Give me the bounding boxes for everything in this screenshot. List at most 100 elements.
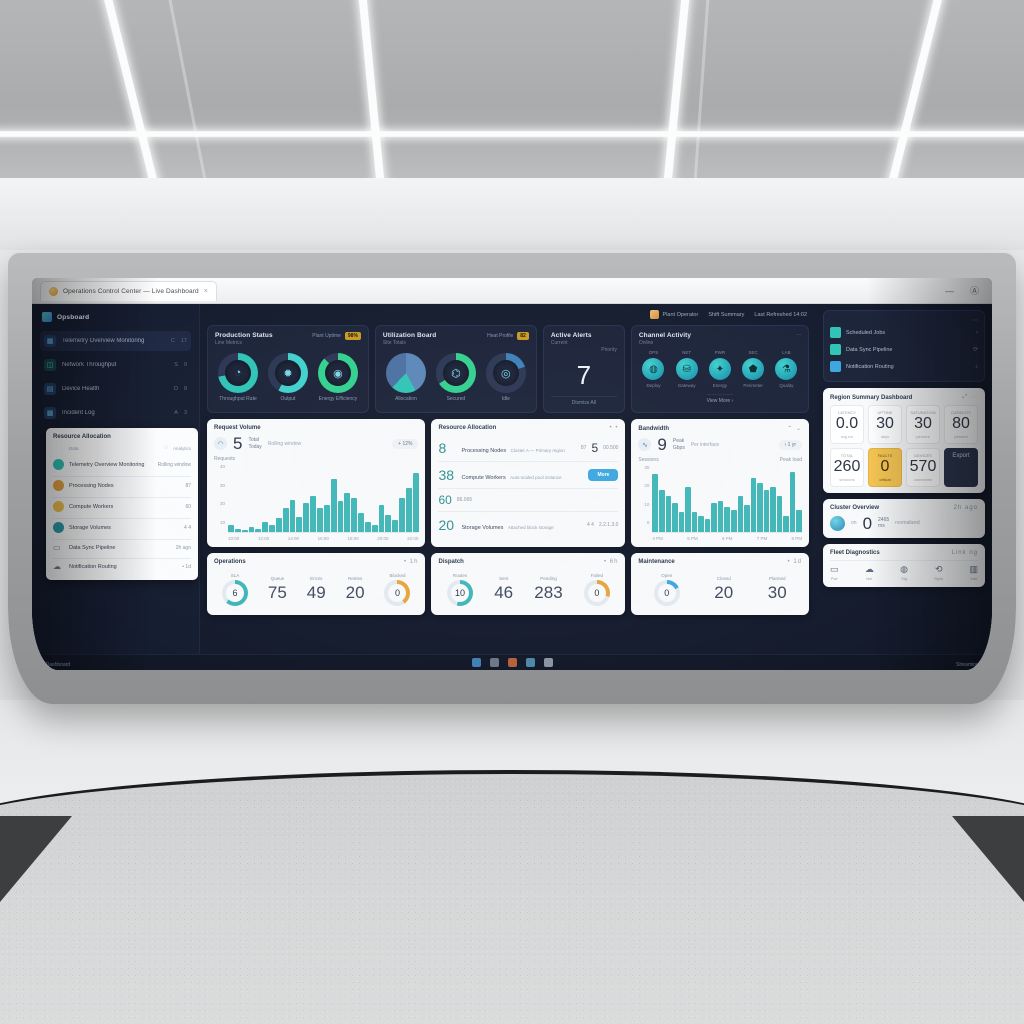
table-row[interactable]: 20 Storage Volumes Attached block storag… xyxy=(438,511,619,538)
status-right-label: Streaming xyxy=(956,662,979,668)
x-tick: 5 PM xyxy=(687,536,698,541)
row-meta: 87 xyxy=(580,445,587,451)
member-chip[interactable]: LAB ⚗ Quality xyxy=(775,350,798,388)
chevron-icon[interactable]: › xyxy=(976,329,978,336)
sidebar-item-device-health[interactable]: ▤ Device Health O 8 xyxy=(40,379,191,399)
folder-icon[interactable] xyxy=(543,658,553,667)
sort-icon[interactable]: ◌ xyxy=(164,445,168,451)
x-tick: 4 PM xyxy=(652,536,663,541)
member-caption: Gateway xyxy=(677,383,696,388)
sidebar-item-incident-log[interactable]: ▩ Incident Log A 3 xyxy=(40,403,191,423)
refresh-icon[interactable]: ⟳ xyxy=(972,347,978,353)
dispatch-gauge-card: Dispatch • 6h Routes 10 xyxy=(431,553,626,615)
more-button[interactable]: More xyxy=(588,469,619,481)
dismiss-all-button[interactable]: Dismiss All xyxy=(550,396,617,406)
rail-item[interactable]: Scheduled Jobs › xyxy=(830,324,978,341)
time-tag[interactable]: • 6h xyxy=(603,559,619,565)
gauge-caption: Open xyxy=(661,572,673,578)
status-dot-icon xyxy=(53,522,64,533)
bar xyxy=(358,513,364,532)
expand-icon[interactable]: ⤢ xyxy=(962,394,969,400)
card-title: Channel Activity xyxy=(638,332,692,339)
rail-item[interactable]: Notification Routing ♪ xyxy=(830,358,978,375)
member-chip[interactable]: OPS ◍ Deploy xyxy=(642,350,665,388)
sidebar-item-network[interactable]: ◫ Network Throughput S 9 xyxy=(40,355,191,375)
view-more-button[interactable]: View More › xyxy=(706,394,734,404)
terminal-icon[interactable] xyxy=(507,658,517,667)
user-chip[interactable]: Plant Operator xyxy=(649,310,698,319)
status-value: 0 xyxy=(862,513,873,533)
browser-icon[interactable] xyxy=(471,658,481,667)
row-value-sub: 00.500 xyxy=(603,445,619,451)
list-item[interactable]: ▭ Data Sync Pipeline 2h ago xyxy=(53,539,191,555)
account-icon[interactable]: Ⓐ xyxy=(969,286,979,296)
request-volume-chart: Requests 40 30 20 10 xyxy=(214,456,419,541)
bar xyxy=(241,530,248,532)
sidebar-item-telemetry[interactable]: ▦ Telemetry Overview Monitoring C 17 xyxy=(40,331,191,351)
kpi-tile-faults[interactable]: FAULTS 0 critical xyxy=(868,447,902,487)
y-tick: 10 xyxy=(644,501,650,507)
kpi-tile[interactable]: SATURATION 30 percent xyxy=(906,405,940,444)
y-tick: 30 xyxy=(219,482,225,488)
time-tag[interactable]: • 1d xyxy=(787,559,802,565)
table-row[interactable]: 8 Processing Nodes Cluster A — Primary r… xyxy=(438,435,618,461)
main-board: Plant Operator Shift Summary Last Refres… xyxy=(200,304,816,670)
floor xyxy=(0,770,1024,1024)
list-item[interactable]: Compute Workers 60 xyxy=(53,497,191,515)
kpi-tile[interactable]: DEVICES 570 connected xyxy=(906,447,940,487)
panel-menu-icon[interactable]: ⋯ xyxy=(972,318,978,324)
member-chip[interactable]: SEC ⬟ Perimeter xyxy=(742,350,765,388)
list-item[interactable]: Processing Nodes 87 xyxy=(53,476,191,494)
gauge-value: 75 xyxy=(267,582,287,602)
tool-button[interactable]: ☁ Net xyxy=(865,564,874,581)
maintenance-gauge-card: Maintenance • 1d Open 0 xyxy=(631,553,809,615)
close-icon[interactable]: × xyxy=(203,287,208,295)
list-item[interactable]: Storage Volumes 4 4 xyxy=(53,518,191,536)
y-tick: 20 xyxy=(644,483,650,489)
card-subtitle: Site Totals xyxy=(382,340,406,346)
tool-button[interactable]: ▥ Info xyxy=(969,564,978,581)
sidebar-item-count: 3 xyxy=(183,410,187,416)
export-button[interactable]: Export xyxy=(944,447,978,487)
kpi-tile[interactable]: TOTAL 260 sessions xyxy=(830,447,864,487)
tool-button[interactable]: ⟲ Sync xyxy=(934,564,943,581)
card-title: Cluster Overview xyxy=(830,504,880,511)
tool-button[interactable]: ▭ Pwr xyxy=(830,564,839,581)
brand: Opsboard xyxy=(40,311,191,327)
rail-item-label: Data Sync Pipeline xyxy=(846,346,893,353)
monitor-icon[interactable] xyxy=(525,658,535,667)
list-item[interactable]: Telemetry Overview Monitoring Rolling wi… xyxy=(53,456,191,473)
shift-summary-link[interactable]: Shift Summary xyxy=(708,311,745,318)
table-row[interactable]: 38 Compute Workers Auto-scaled pool inst… xyxy=(438,461,619,488)
kpi-value: 260 xyxy=(833,457,861,475)
rail-item[interactable]: Data Sync Pipeline ⟳ xyxy=(830,341,978,358)
bandwidth-chart: Sessions Peak load 30 20 10 0 xyxy=(638,457,802,541)
rail-item-label: Scheduled Jobs xyxy=(846,329,886,336)
browser-tab[interactable]: Operations Control Center — Live Dashboa… xyxy=(40,280,217,301)
card-menu-icon[interactable]: • • xyxy=(609,425,619,431)
settings-icon[interactable] xyxy=(489,658,499,667)
bell-icon[interactable]: ♪ xyxy=(975,363,978,370)
kpi-tile[interactable]: LATENCY 0.0 avg ms xyxy=(830,405,864,444)
sidebar-item-count: 8 xyxy=(183,386,187,392)
range-tag[interactable]: › 1 yr xyxy=(778,439,802,450)
gauge-value: 46 xyxy=(494,582,514,602)
member-chip[interactable]: NET ⛁ Gateway xyxy=(675,350,698,388)
list-item[interactable]: ☁ Notification Routing • 1d xyxy=(53,558,191,574)
kpi-tile[interactable]: CAPACITY 80 percent xyxy=(944,405,978,444)
sidebar-item-label: Network Throughput xyxy=(62,362,117,368)
card-menu-icon[interactable]: ⌃ ⌄ xyxy=(787,426,802,432)
card-menu-icon[interactable]: ⋯ xyxy=(795,332,801,338)
card-menu-icon[interactable]: ⋯ xyxy=(970,394,978,400)
minimize-button[interactable]: — xyxy=(944,285,954,296)
tool-button[interactable]: ◍ Sig xyxy=(900,564,908,581)
floor-corner-right xyxy=(952,816,1024,902)
table-row[interactable]: 60 86.065 xyxy=(438,488,619,511)
taskbar xyxy=(32,654,992,670)
delta-tag[interactable]: + 12% xyxy=(392,438,419,449)
card-kicker: Priority xyxy=(601,347,617,353)
kpi-tile[interactable]: UPTIME 30 days xyxy=(868,405,902,444)
time-tag[interactable]: • 1h xyxy=(404,559,419,565)
member-chip[interactable]: PWR ✦ Energy xyxy=(708,350,731,388)
lock-icon: ⌬ xyxy=(451,367,461,380)
